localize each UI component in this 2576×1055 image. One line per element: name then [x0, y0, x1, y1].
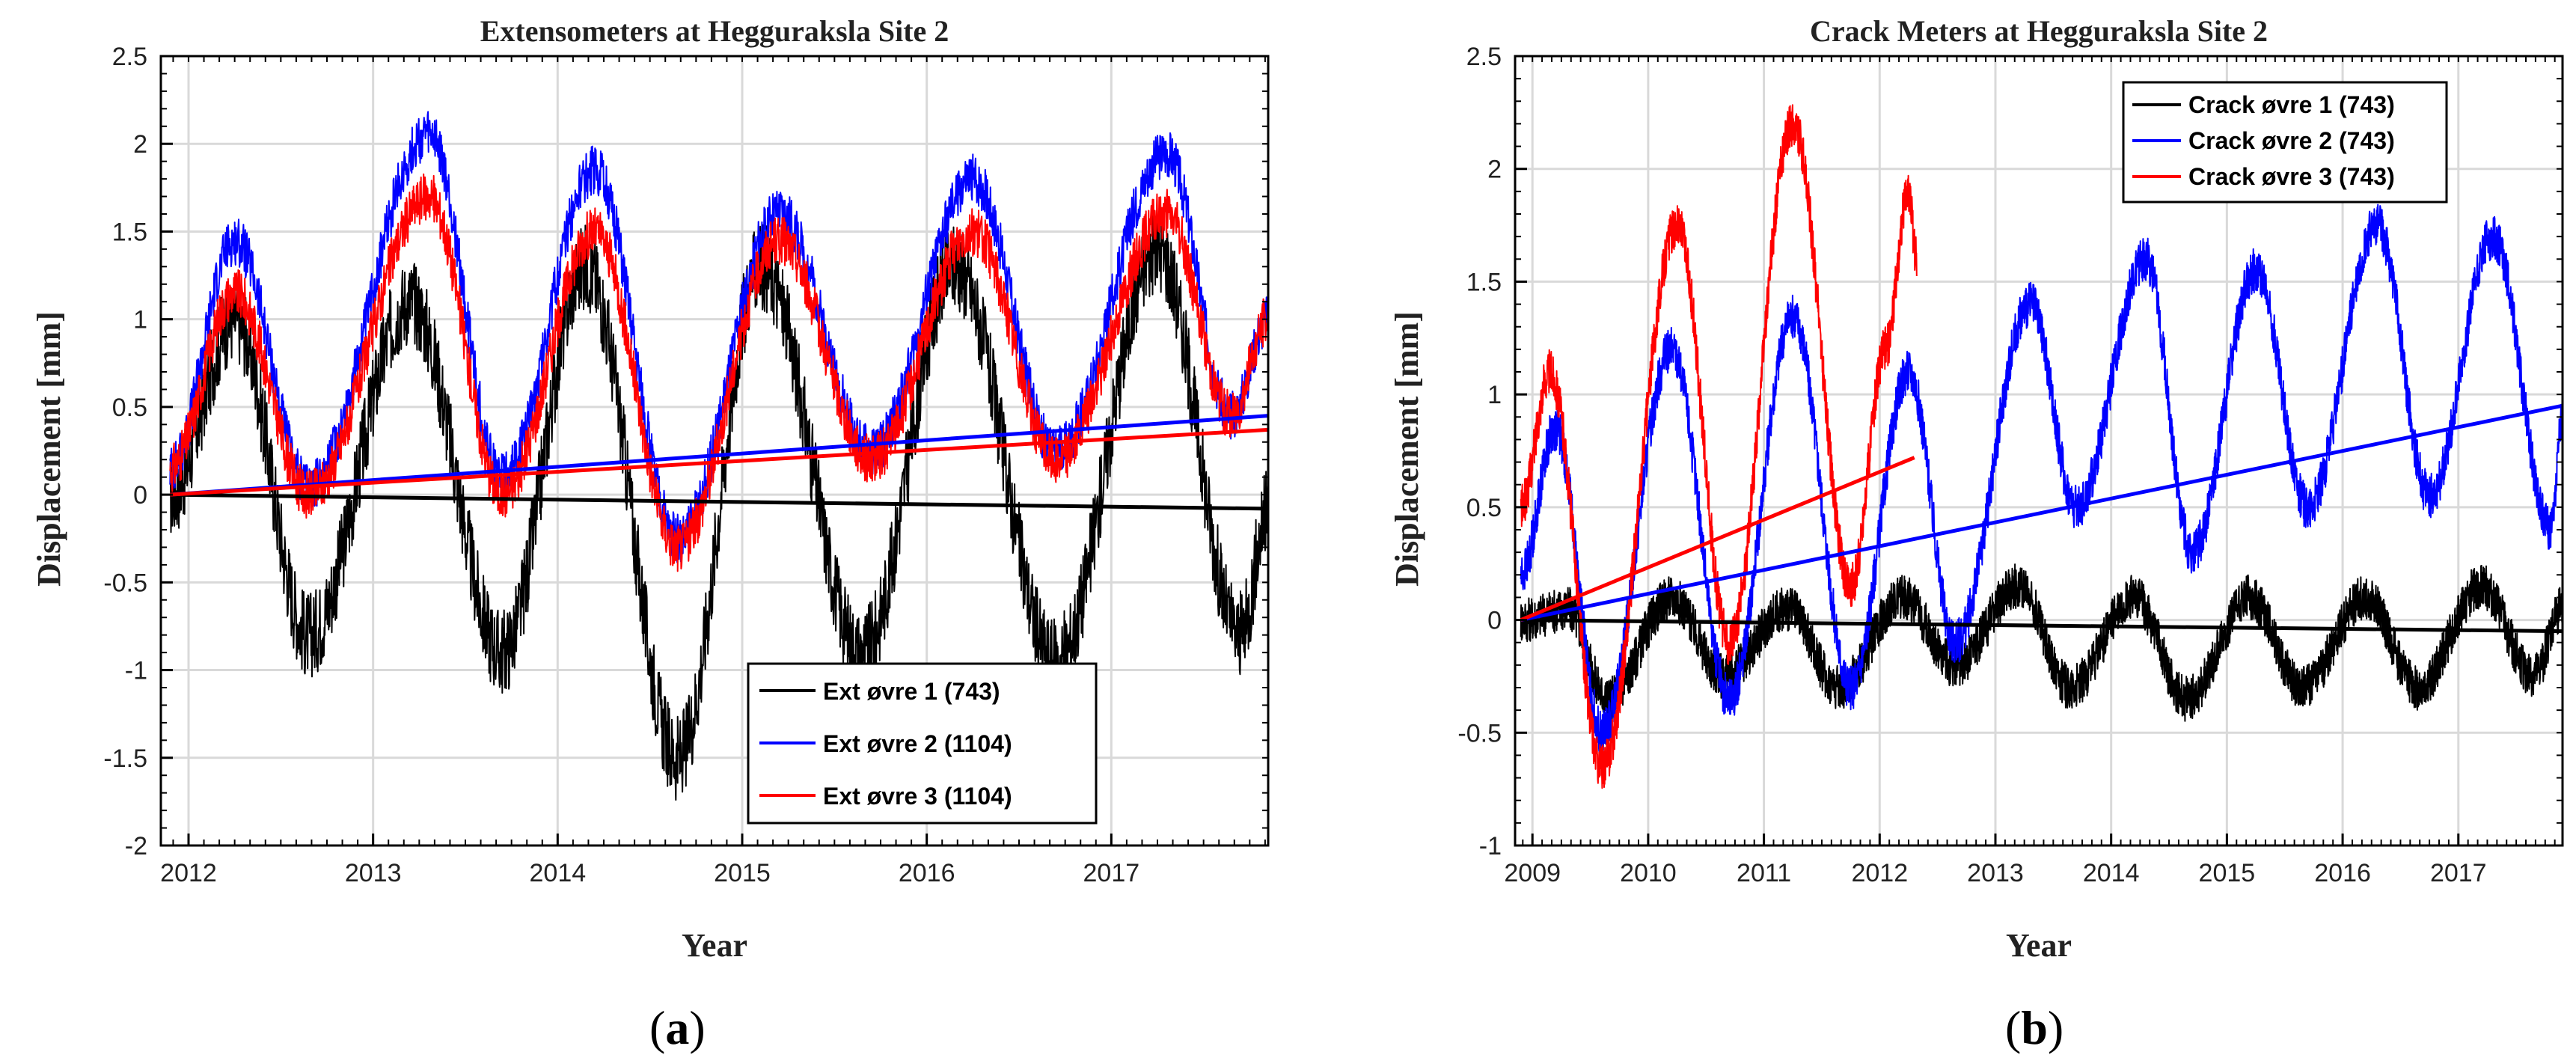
ytick-label-a-2: -1: [125, 657, 147, 685]
ytick-label-b-4: 1: [1487, 381, 1502, 409]
chart-b-series: [1520, 104, 2563, 789]
series-b-2-trend: [1520, 403, 2563, 623]
chart-a-axes-box: [159, 55, 1270, 847]
ytick-label-b-7: 2.5: [1466, 43, 1502, 71]
xtick-label-a-3: 2015: [714, 859, 771, 887]
series-b-1-trend: [1520, 618, 2563, 634]
chart-a-xlabel: Year: [682, 927, 747, 964]
series-a-3-trend: [170, 427, 1269, 497]
chart-b-title: Crack Meters at Hegguraksla Site 2: [1810, 14, 2268, 48]
ytick-label-a-9: 2.5: [112, 43, 147, 71]
ytick-label-a-4: 0: [133, 481, 147, 510]
ytick-label-a-0: -2: [125, 832, 147, 860]
xtick-label-a-1: 2013: [345, 859, 402, 887]
panel-label-b: (b): [2005, 1001, 2063, 1054]
xtick-label-b-5: 2014: [2083, 859, 2140, 887]
chart-a-title: Extensometers at Hegguraksla Site 2: [480, 14, 949, 48]
chart-a-ylabel: Displacement [mm]: [31, 311, 67, 587]
series-a-3-line: [169, 173, 1269, 572]
ytick-label-b-6: 2: [1487, 156, 1502, 184]
ytick-label-a-3: -0.5: [103, 569, 147, 597]
chart-b-xlabel: Year: [2006, 927, 2072, 964]
panel-label-a: (a): [649, 1001, 706, 1054]
legend-b-label-1: Crack øvre 1 (743): [2188, 91, 2395, 118]
legend-a-label-1: Ext øvre 1 (743): [823, 678, 1000, 705]
chart-b: 2009 2010 2011 2012 2013 2014 2015 2016 2017 -1 -0…: [1389, 14, 2564, 1054]
ytick-label-b-5: 1.5: [1466, 268, 1502, 296]
ytick-label-b-0: -1: [1479, 832, 1502, 860]
chart-b-ylabel: Displacement [mm]: [1389, 311, 1425, 587]
series-b-3-trend: [1520, 456, 1915, 622]
xtick-label-a-2: 2014: [530, 859, 587, 887]
legend-a-label-3: Ext øvre 3 (1104): [823, 783, 1012, 810]
chart-a: 2012 2013 2014 2015 2016 2017 -2 -1.5 -1 -0.5 0 0.5…: [31, 14, 1270, 1054]
xtick-label-b-0: 2009: [1504, 859, 1561, 887]
series-b-1-line: [1520, 563, 2563, 722]
xtick-label-b-1: 2010: [1620, 859, 1677, 887]
series-a-2-trend: [170, 414, 1269, 497]
chart-b-ticks: 2009 2010 2011 2012 2013 2014 2015 2016 2017 -1 -0…: [1457, 43, 2563, 887]
ytick-label-a-7: 1.5: [112, 218, 147, 246]
chart-a-legend: Ext øvre 1 (743) Ext øvre 2 (1104) Ext ø…: [747, 662, 1098, 825]
series-b-2-line: [1520, 204, 2563, 753]
ytick-label-b-2: 0: [1487, 607, 1502, 635]
chart-b-legend: Crack øvre 1 (743) Crack øvre 2 (743) Cr…: [2122, 81, 2448, 204]
xtick-label-b-7: 2016: [2314, 859, 2371, 887]
legend-b-label-2: Crack øvre 2 (743): [2188, 127, 2395, 154]
panel-label-b-letter: b: [2021, 1001, 2048, 1054]
xtick-label-b-8: 2017: [2430, 859, 2487, 887]
xtick-label-a-4: 2016: [899, 859, 955, 887]
xtick-label-a-0: 2012: [160, 859, 217, 887]
ytick-label-a-6: 1: [133, 306, 147, 334]
ytick-label-a-1: -1.5: [103, 744, 147, 773]
ytick-label-b-3: 0.5: [1466, 494, 1502, 522]
chart-a-series: [169, 111, 1269, 801]
chart-a-ticks: 2012 2013 2014 2015 2016 2017 -2 -1.5 -1 -0.5 0 0.5…: [103, 43, 1268, 887]
series-b-3-line: [1520, 104, 1918, 789]
xtick-label-b-6: 2015: [2199, 859, 2256, 887]
chart-b-axes-box: [1514, 55, 2564, 847]
xtick-label-b-4: 2013: [1967, 859, 2024, 887]
series-a-1-trend: [170, 492, 1269, 511]
panel-label-a-letter: a: [665, 1001, 689, 1054]
legend-a-label-2: Ext øvre 2 (1104): [823, 730, 1012, 757]
xtick-label-a-5: 2017: [1083, 859, 1140, 887]
xtick-label-b-3: 2012: [1851, 859, 1908, 887]
series-a-1-line: [169, 207, 1269, 801]
ytick-label-b-1: -0.5: [1457, 719, 1502, 747]
xtick-label-b-2: 2011: [1737, 859, 1791, 887]
ytick-label-a-5: 0.5: [112, 394, 147, 422]
legend-b-label-3: Crack øvre 3 (743): [2188, 163, 2395, 190]
ytick-label-a-8: 2: [133, 130, 147, 159]
